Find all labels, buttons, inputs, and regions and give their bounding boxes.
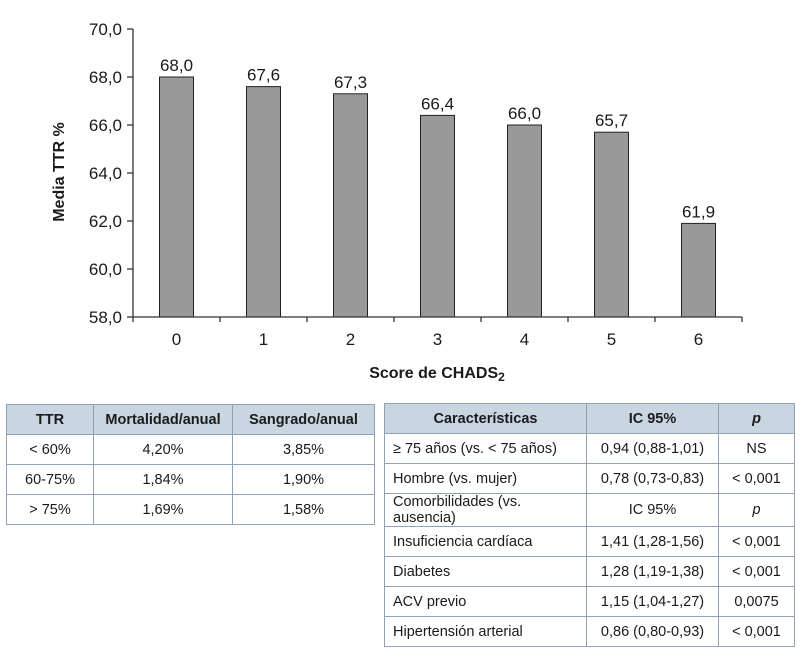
bar-value-label: 67,3: [334, 73, 367, 92]
ttr-table: TTR Mortalidad/anual Sangrado/anual < 60…: [6, 404, 375, 525]
bar: [681, 222, 716, 318]
x-axis-label: Score de CHADS2: [369, 365, 505, 384]
table-row: ACV previo 1,15 (1,04-1,27) 0,0075: [384, 586, 795, 617]
p-cell: 0,0075: [718, 586, 795, 617]
bar: [333, 93, 368, 318]
table-row: ≥ 75 años (vs. < 75 años) 0,94 (0,88-1,0…: [384, 433, 795, 464]
x-tick-label: 3: [433, 330, 442, 349]
caracteristicas-table: Características IC 95% p ≥ 75 años (vs. …: [384, 403, 795, 647]
p-cell: < 0,001: [718, 616, 795, 647]
p-cell: < 0,001: [718, 556, 795, 587]
ic95-cell: 0,94 (0,88-1,01): [586, 433, 719, 464]
bar-value-label: 61,9: [682, 202, 715, 221]
mortalidad-cell: 1,84%: [93, 464, 233, 495]
ic95-cell: 1,28 (1,19-1,38): [586, 556, 719, 587]
caracteristica-cell: ACV previo: [384, 586, 587, 617]
caracteristicas-table-header-row: Características IC 95% p: [384, 403, 795, 434]
y-tick-label: 66,0: [89, 116, 122, 135]
ttr-cell: 60-75%: [6, 464, 94, 495]
table-subheader-row: Comorbilidades (vs. ausencia) IC 95% p: [384, 493, 795, 527]
plot-area: 58,0 60,0 62,0 64,0 66,0 68,0 70,0 68,0 0 67,6 1 67…: [89, 20, 743, 349]
x-tick-label: 0: [172, 330, 181, 349]
table-row: Hipertensión arterial 0,86 (0,80-0,93) <…: [384, 616, 795, 647]
ic95-cell: 0,78 (0,73-0,83): [586, 463, 719, 494]
p-cell: < 0,001: [718, 463, 795, 494]
x-axis-label-main: Score de CHADS: [369, 365, 498, 382]
x-axis-label-subscript: 2: [498, 370, 505, 384]
mortalidad-cell: 4,20%: [93, 434, 233, 465]
p-cell: p: [718, 493, 795, 527]
table-row: Hombre (vs. mujer) 0,78 (0,73-0,83) < 0,…: [384, 463, 795, 494]
table-row: < 60% 4,20% 3,85%: [6, 434, 375, 465]
table-row: Diabetes 1,28 (1,19-1,38) < 0,001: [384, 556, 795, 587]
table-row: 60-75% 1,84% 1,90%: [6, 464, 375, 495]
bar: [594, 131, 629, 318]
caracteristica-cell: Insuficiencia cardíaca: [384, 526, 587, 557]
bar: [159, 76, 194, 318]
ic95-cell: 0,86 (0,80-0,93): [586, 616, 719, 647]
y-axis-label: Media TTR %: [51, 122, 68, 222]
caracteristica-cell: Hombre (vs. mujer): [384, 463, 587, 494]
table-row: Insuficiencia cardíaca 1,41 (1,28-1,56) …: [384, 526, 795, 557]
p-cell: < 0,001: [718, 526, 795, 557]
bar-value-label: 66,4: [421, 94, 454, 113]
ttr-header-mortalidad: Mortalidad/anual: [93, 404, 233, 435]
bar-value-label: 65,7: [595, 111, 628, 130]
ttr-table-header-row: TTR Mortalidad/anual Sangrado/anual: [6, 404, 375, 435]
y-tick-label: 70,0: [89, 20, 122, 39]
p-cell: NS: [718, 433, 795, 464]
ic95-cell: 1,15 (1,04-1,27): [586, 586, 719, 617]
ttr-header-ttr: TTR: [6, 404, 94, 435]
bar-chart: 58,0 60,0 62,0 64,0 66,0 68,0 70,0 68,0 0 67,6 1 67…: [51, 20, 743, 384]
caracteristica-cell: Hipertensión arterial: [384, 616, 587, 647]
bar: [507, 124, 542, 318]
caracteristica-cell: Comorbilidades (vs. ausencia): [384, 493, 587, 527]
header-ic95: IC 95%: [586, 403, 719, 434]
header-caracteristicas: Características: [384, 403, 587, 434]
sangrado-cell: 1,90%: [232, 464, 375, 495]
x-tick-label: 5: [607, 330, 616, 349]
bar-value-label: 67,6: [247, 66, 280, 85]
caracteristica-cell: ≥ 75 años (vs. < 75 años): [384, 433, 587, 464]
ic95-cell: IC 95%: [586, 493, 719, 527]
bar-value-label: 68,0: [160, 56, 193, 75]
header-p: p: [718, 403, 795, 434]
x-tick-label: 6: [694, 330, 703, 349]
x-tick-label: 1: [259, 330, 268, 349]
y-tick-label: 64,0: [89, 164, 122, 183]
sangrado-cell: 3,85%: [232, 434, 375, 465]
y-tick-label: 58,0: [89, 308, 122, 327]
x-tick-label: 4: [520, 330, 529, 349]
ic95-cell: 1,41 (1,28-1,56): [586, 526, 719, 557]
caracteristica-cell: Diabetes: [384, 556, 587, 587]
y-tick-label: 68,0: [89, 68, 122, 87]
ttr-cell: < 60%: [6, 434, 94, 465]
sangrado-cell: 1,58%: [232, 494, 375, 525]
bar-value-label: 66,0: [508, 104, 541, 123]
y-tick-label: 62,0: [89, 212, 122, 231]
bar: [246, 86, 281, 318]
ttr-header-sangrado: Sangrado/anual: [232, 404, 375, 435]
y-tick-label: 60,0: [89, 260, 122, 279]
x-tick-label: 2: [346, 330, 355, 349]
bar: [420, 114, 455, 318]
table-row: > 75% 1,69% 1,58%: [6, 494, 375, 525]
ttr-cell: > 75%: [6, 494, 94, 525]
mortalidad-cell: 1,69%: [93, 494, 233, 525]
